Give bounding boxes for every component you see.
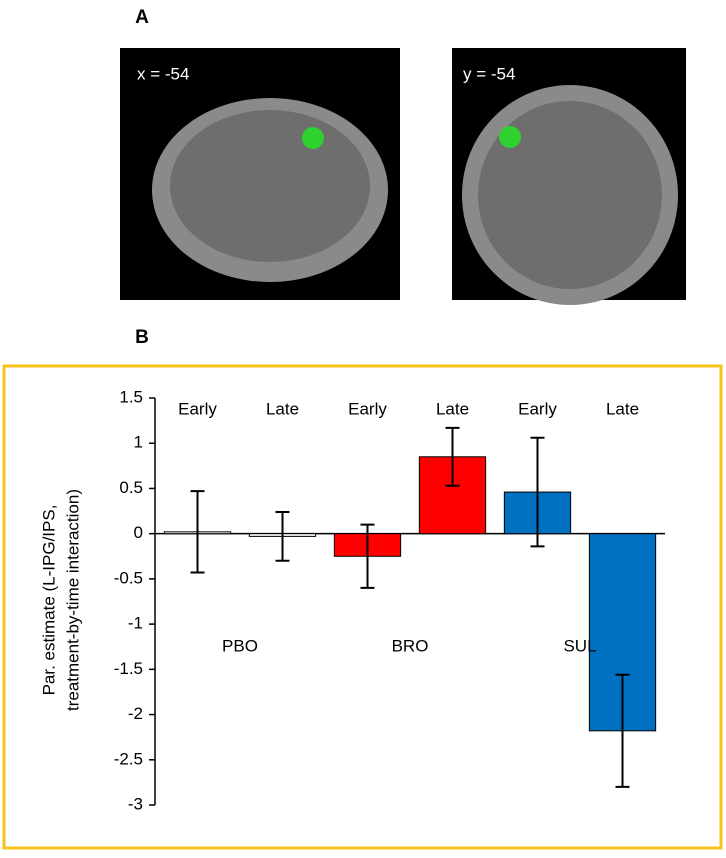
y-tick-label: -0.5: [114, 568, 143, 587]
category-label: Early: [178, 399, 217, 418]
y-tick-label: 0: [134, 523, 143, 542]
group-label: BRO: [392, 636, 429, 655]
category-label: Early: [518, 399, 557, 418]
y-tick-label: 1.5: [119, 387, 143, 406]
error-bar: [360, 523, 375, 589]
category-label: Early: [348, 399, 387, 418]
group-label: SUL: [563, 636, 596, 655]
error-bar: [530, 436, 545, 548]
y-tick-label: -2: [128, 704, 143, 723]
y-axis-label: treatment-by-time interaction): [63, 489, 82, 711]
error-bar: [190, 490, 205, 574]
category-label: Late: [606, 399, 639, 418]
panel-label: B: [135, 327, 149, 348]
roi-marker: [302, 127, 324, 149]
y-tick-label: 0.5: [119, 478, 143, 497]
panel-label: A: [135, 7, 149, 28]
error-bar: [275, 510, 290, 562]
brain-shape: [170, 110, 370, 262]
y-tick-label: -3: [128, 794, 143, 813]
error-bar: [445, 426, 460, 487]
brain-shape: [478, 101, 662, 289]
y-tick-label: -2.5: [114, 749, 143, 768]
image-label: y = -54: [463, 64, 515, 83]
group-label: PBO: [222, 636, 258, 655]
roi-marker: [499, 126, 521, 148]
error-bar: [615, 673, 630, 788]
panel-border: [2, 364, 723, 850]
y-axis-label: Par. estimate (L-IPG/IPS,: [39, 505, 58, 696]
category-label: Late: [266, 399, 299, 418]
image-label: x = -54: [137, 64, 189, 83]
y-tick-label: -1: [128, 614, 143, 633]
category-label: Late: [436, 399, 469, 418]
y-tick-label: -1.5: [114, 659, 143, 678]
y-tick-label: 1: [134, 433, 143, 452]
